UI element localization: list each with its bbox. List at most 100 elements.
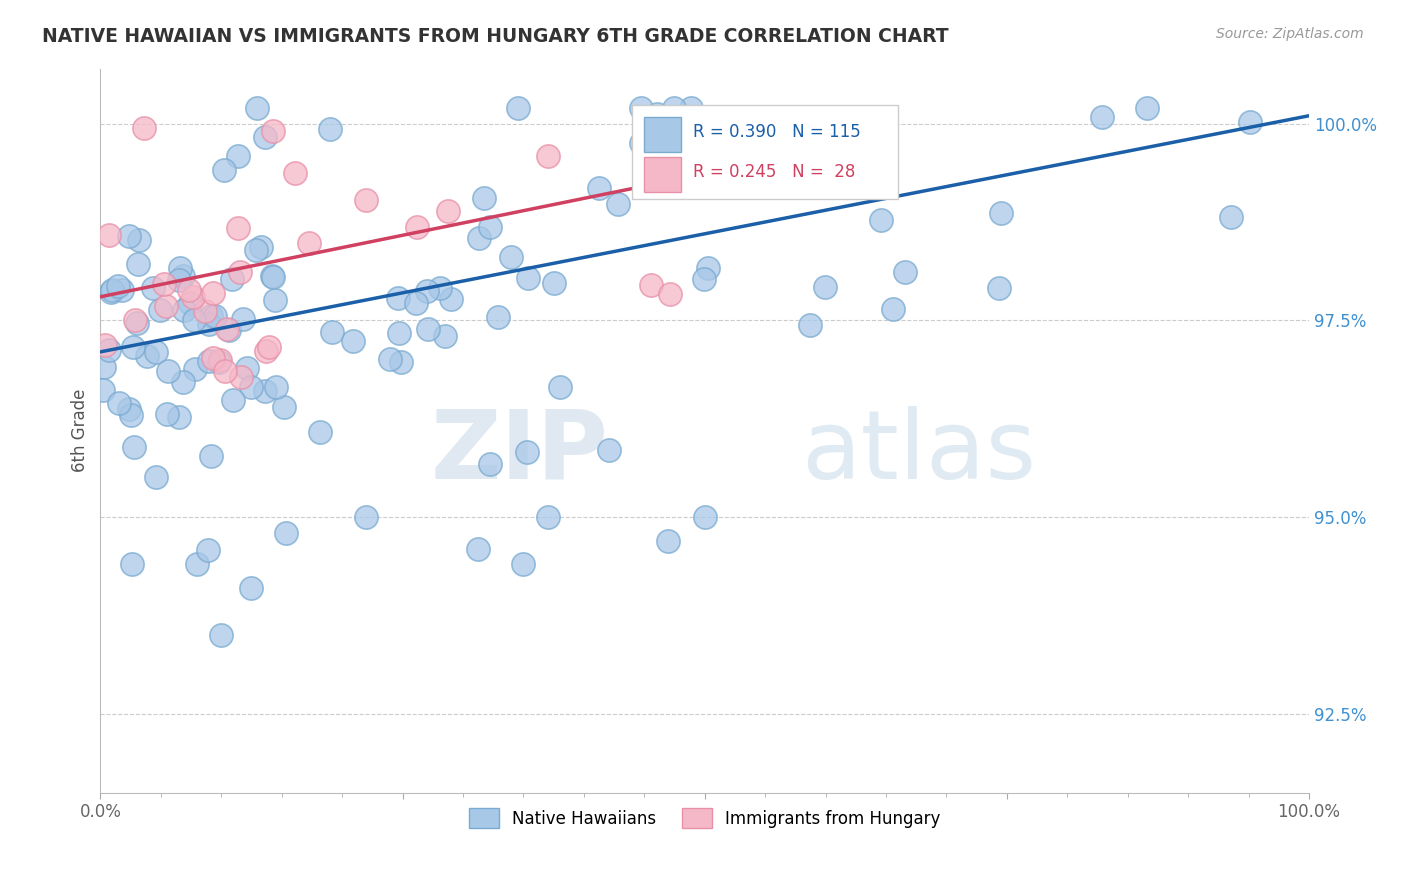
Point [120, 408, 142, 422]
Point [264, 380, 287, 394]
Point [1239, 115, 1261, 129]
Point [229, 265, 252, 279]
Point [157, 364, 180, 378]
Point [97, 343, 120, 357]
Point [405, 219, 427, 234]
Point [142, 281, 165, 295]
Point [156, 407, 179, 421]
Point [640, 277, 662, 292]
Point [254, 130, 277, 145]
Point [388, 326, 411, 340]
Point [273, 400, 295, 414]
Point [107, 279, 129, 293]
Point [254, 343, 277, 358]
Point [679, 101, 702, 115]
Point [202, 351, 225, 366]
Point [198, 317, 221, 331]
Point [342, 334, 364, 348]
Point [117, 402, 139, 417]
Point [264, 293, 287, 307]
Point [693, 272, 716, 286]
Point [405, 296, 427, 310]
Point [416, 284, 439, 298]
Point [145, 469, 167, 483]
Point [183, 290, 205, 304]
Point [194, 304, 217, 318]
Point [218, 323, 240, 337]
Point [245, 243, 267, 257]
Point [246, 101, 269, 115]
Point [167, 273, 190, 287]
Point [499, 250, 522, 264]
Point [172, 375, 194, 389]
Point [319, 121, 342, 136]
Point [697, 260, 720, 275]
Point [136, 349, 159, 363]
Point [799, 318, 821, 332]
Point [215, 321, 238, 335]
Point [262, 268, 284, 283]
Point [468, 230, 491, 244]
Point [309, 425, 332, 440]
Point [515, 444, 537, 458]
Point [814, 280, 837, 294]
Text: R = 0.390   N = 115: R = 0.390 N = 115 [693, 123, 860, 141]
Point [121, 558, 143, 572]
Point [645, 107, 668, 121]
Point [354, 193, 377, 207]
Point [548, 379, 571, 393]
Point [152, 277, 174, 292]
Point [486, 310, 509, 325]
Point [387, 291, 409, 305]
Point [257, 340, 280, 354]
Point [221, 271, 243, 285]
Point [226, 221, 249, 235]
Text: R = 0.245   N =  28: R = 0.245 N = 28 [693, 163, 855, 181]
Text: atlas: atlas [801, 406, 1036, 499]
Point [512, 558, 534, 572]
Point [321, 325, 343, 339]
Point [536, 510, 558, 524]
Point [717, 165, 740, 179]
Point [298, 235, 321, 250]
Point [479, 219, 502, 234]
Point [240, 380, 263, 394]
Point [183, 312, 205, 326]
Point [200, 449, 222, 463]
Point [1091, 110, 1114, 124]
Point [201, 286, 224, 301]
Point [253, 384, 276, 398]
Point [467, 541, 489, 556]
Text: ZIP: ZIP [430, 406, 607, 499]
Point [262, 123, 284, 137]
Point [198, 353, 221, 368]
Point [232, 312, 254, 326]
Point [197, 542, 219, 557]
Point [200, 309, 222, 323]
Point [1219, 211, 1241, 225]
Point [894, 265, 917, 279]
FancyBboxPatch shape [644, 157, 681, 192]
Point [990, 206, 1012, 220]
Point [869, 213, 891, 227]
Point [657, 533, 679, 548]
Point [389, 355, 412, 369]
Point [517, 271, 540, 285]
Point [598, 443, 620, 458]
Text: NATIVE HAWAIIAN VS IMMIGRANTS FROM HUNGARY 6TH GRADE CORRELATION CHART: NATIVE HAWAIIAN VS IMMIGRANTS FROM HUNGA… [42, 27, 949, 45]
Point [434, 328, 457, 343]
Point [101, 283, 124, 297]
Point [149, 303, 172, 318]
Point [987, 281, 1010, 295]
Point [208, 352, 231, 367]
Point [186, 558, 208, 572]
Point [231, 370, 253, 384]
Point [429, 281, 451, 295]
Point [276, 525, 298, 540]
Point [440, 292, 463, 306]
Point [91, 384, 114, 398]
Point [177, 283, 200, 297]
Point [214, 163, 236, 178]
Point [240, 581, 263, 595]
Point [418, 322, 440, 336]
